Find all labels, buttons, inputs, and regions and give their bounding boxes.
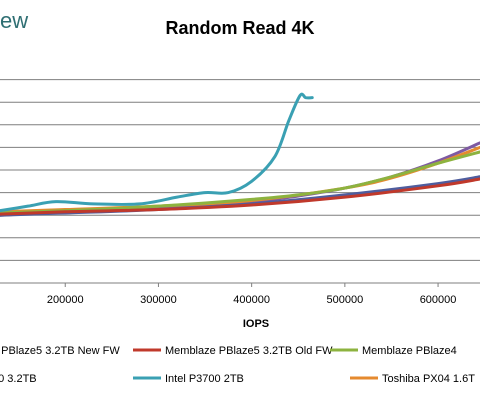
legend-item-5: Intel P3700 2TB — [133, 373, 244, 385]
legend-label: Intel P3700 2TB — [165, 373, 244, 385]
legend-label: Memblaze PBlaze4 — [362, 345, 457, 357]
x-axis-label: IOPS — [243, 318, 269, 330]
legend-label: e PBlaze5 3.2TB New FW — [0, 345, 120, 357]
x-tick-label: 500000 — [326, 294, 363, 306]
legend-label: Memblaze PBlaze5 3.2TB Old FW — [165, 345, 333, 357]
legend-item-6: Toshiba PX04 1.6T — [350, 373, 475, 385]
legend-item-1: e PBlaze5 3.2TB New FW — [0, 345, 120, 357]
axes — [0, 282, 480, 287]
legend-label: Toshiba PX04 1.6T — [382, 373, 475, 385]
series-lines — [0, 92, 480, 217]
x-tick-labels: 200000 300000 400000 500000 600000 — [47, 294, 457, 306]
legend: e PBlaze5 3.2TB New FW Memblaze PBlaze5 3… — [0, 345, 475, 385]
legend-item-3: Memblaze PBlaze4 — [330, 345, 457, 357]
brand-fragment: ew — [0, 8, 28, 33]
legend-item-4: 00 3.2TB — [0, 373, 37, 385]
x-tick-label: 300000 — [140, 294, 177, 306]
x-tick-label: 600000 — [420, 294, 457, 306]
legend-item-2: Memblaze PBlaze5 3.2TB Old FW — [133, 345, 333, 357]
x-tick-label: 400000 — [233, 294, 270, 306]
grid — [0, 79, 480, 261]
series-line-2 — [0, 177, 480, 216]
x-tick-label: 200000 — [47, 294, 84, 306]
legend-label: 00 3.2TB — [0, 373, 37, 385]
series-line-5 — [0, 92, 314, 213]
chart-title: Random Read 4K — [165, 18, 314, 38]
